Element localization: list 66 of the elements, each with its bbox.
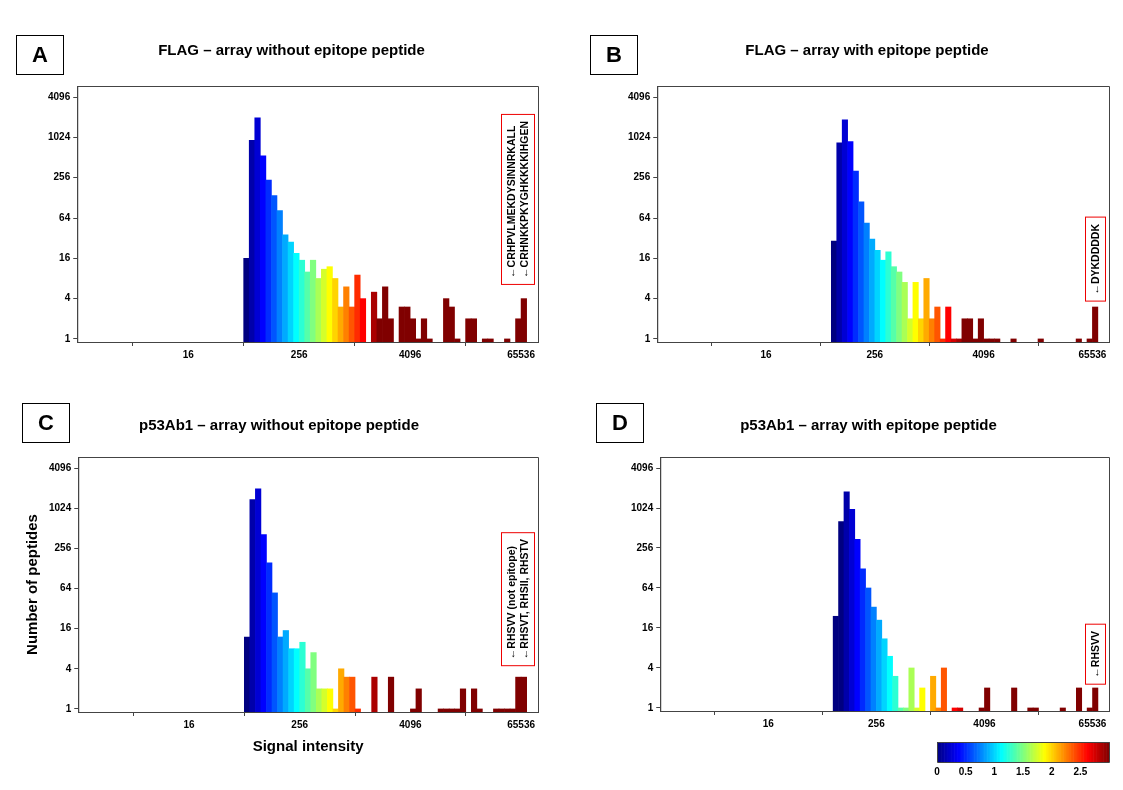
color-bar-label: 1 xyxy=(991,765,998,777)
y-tick-label: 256 xyxy=(54,542,72,554)
y-tick-label: 16 xyxy=(642,621,654,633)
text: A xyxy=(16,35,64,75)
y-tick-label: 4096 xyxy=(48,90,71,102)
color-bar-label: 1.5 xyxy=(1016,765,1031,777)
y-tick-label: 4 xyxy=(644,292,651,304)
y-tick-label: 4096 xyxy=(631,461,654,473)
x-tick-label: 4096 xyxy=(399,348,422,360)
annotation: ←RHSVT, RHSII, RHSTV xyxy=(518,538,531,659)
annotation: ←RHSVV (not epitope) xyxy=(505,544,518,659)
y-tick-label: 64 xyxy=(60,582,72,594)
y-tick-label: 4096 xyxy=(49,461,72,473)
color-bar-label: 0.5 xyxy=(958,765,974,777)
y-axis-title: Number of peptides xyxy=(23,514,41,655)
x-axis-title: Signal intensity xyxy=(252,737,365,755)
annotation: ←CRHNKKPKYGHKKKKIHGEN xyxy=(518,121,531,278)
y-tick-label: 1024 xyxy=(49,501,72,513)
x-tick-label: 16 xyxy=(183,718,195,730)
y-tick-label: 1 xyxy=(647,701,654,713)
x-tick-label: 16 xyxy=(760,348,773,360)
y-tick-label: 16 xyxy=(639,252,651,264)
y-tick-label: 1024 xyxy=(631,501,654,513)
y-tick-label: 16 xyxy=(59,252,71,264)
x-tick-label: 65536 xyxy=(1078,348,1107,360)
x-tick-label: 256 xyxy=(868,717,886,729)
x-tick-label: 65536 xyxy=(507,718,536,730)
color-bar-label: 0 xyxy=(934,765,941,777)
x-tick-label: 4096 xyxy=(972,348,996,360)
text: D xyxy=(596,403,644,443)
x-tick-label: 65536 xyxy=(507,348,536,360)
y-tick-label: 256 xyxy=(53,171,71,183)
text: B xyxy=(590,35,638,75)
chart-title: p53Ab1 – array without epitope peptide xyxy=(138,416,420,434)
x-tick-label: 16 xyxy=(182,348,195,360)
y-tick-label: 4096 xyxy=(628,90,651,102)
y-tick-label: 64 xyxy=(639,211,651,223)
chart-title: p53Ab1 – array with epitope peptide xyxy=(740,416,997,434)
y-tick-label: 256 xyxy=(636,541,654,553)
x-tick-label: 16 xyxy=(762,717,775,729)
annotation: ←RHSVV xyxy=(1089,631,1102,678)
chart-title: FLAG – array with epitope peptide xyxy=(745,41,989,59)
y-tick-label: 64 xyxy=(642,581,654,593)
y-tick-label: 4 xyxy=(64,292,71,304)
x-tick-label: 4096 xyxy=(973,717,997,729)
x-tick-label: 4096 xyxy=(399,718,422,730)
y-tick-label: 1 xyxy=(644,332,651,344)
x-tick-label: 65536 xyxy=(1078,717,1107,729)
color-bar-label: 2 xyxy=(1048,765,1055,777)
text: C xyxy=(22,403,70,443)
chart-title: FLAG – array without epitope peptide xyxy=(158,41,425,59)
annotation: ←DYKDDDDK xyxy=(1089,224,1102,295)
y-tick-label: 64 xyxy=(59,211,71,223)
color-bar-label: 2.5 xyxy=(1073,765,1088,777)
y-tick-label: 4 xyxy=(65,662,72,674)
y-tick-label: 1024 xyxy=(628,131,651,143)
y-tick-label: 256 xyxy=(633,171,651,183)
x-tick-label: 256 xyxy=(291,718,309,730)
y-tick-label: 1 xyxy=(64,332,71,344)
y-tick-label: 1 xyxy=(65,702,72,714)
y-tick-label: 1024 xyxy=(48,131,71,143)
y-tick-label: 16 xyxy=(60,622,72,634)
annotation: ←CRHPVLMEKDYSINNRKALL xyxy=(505,124,518,278)
x-tick-label: 256 xyxy=(290,348,308,360)
x-tick-label: 256 xyxy=(866,348,884,360)
y-tick-label: 4 xyxy=(647,661,654,673)
